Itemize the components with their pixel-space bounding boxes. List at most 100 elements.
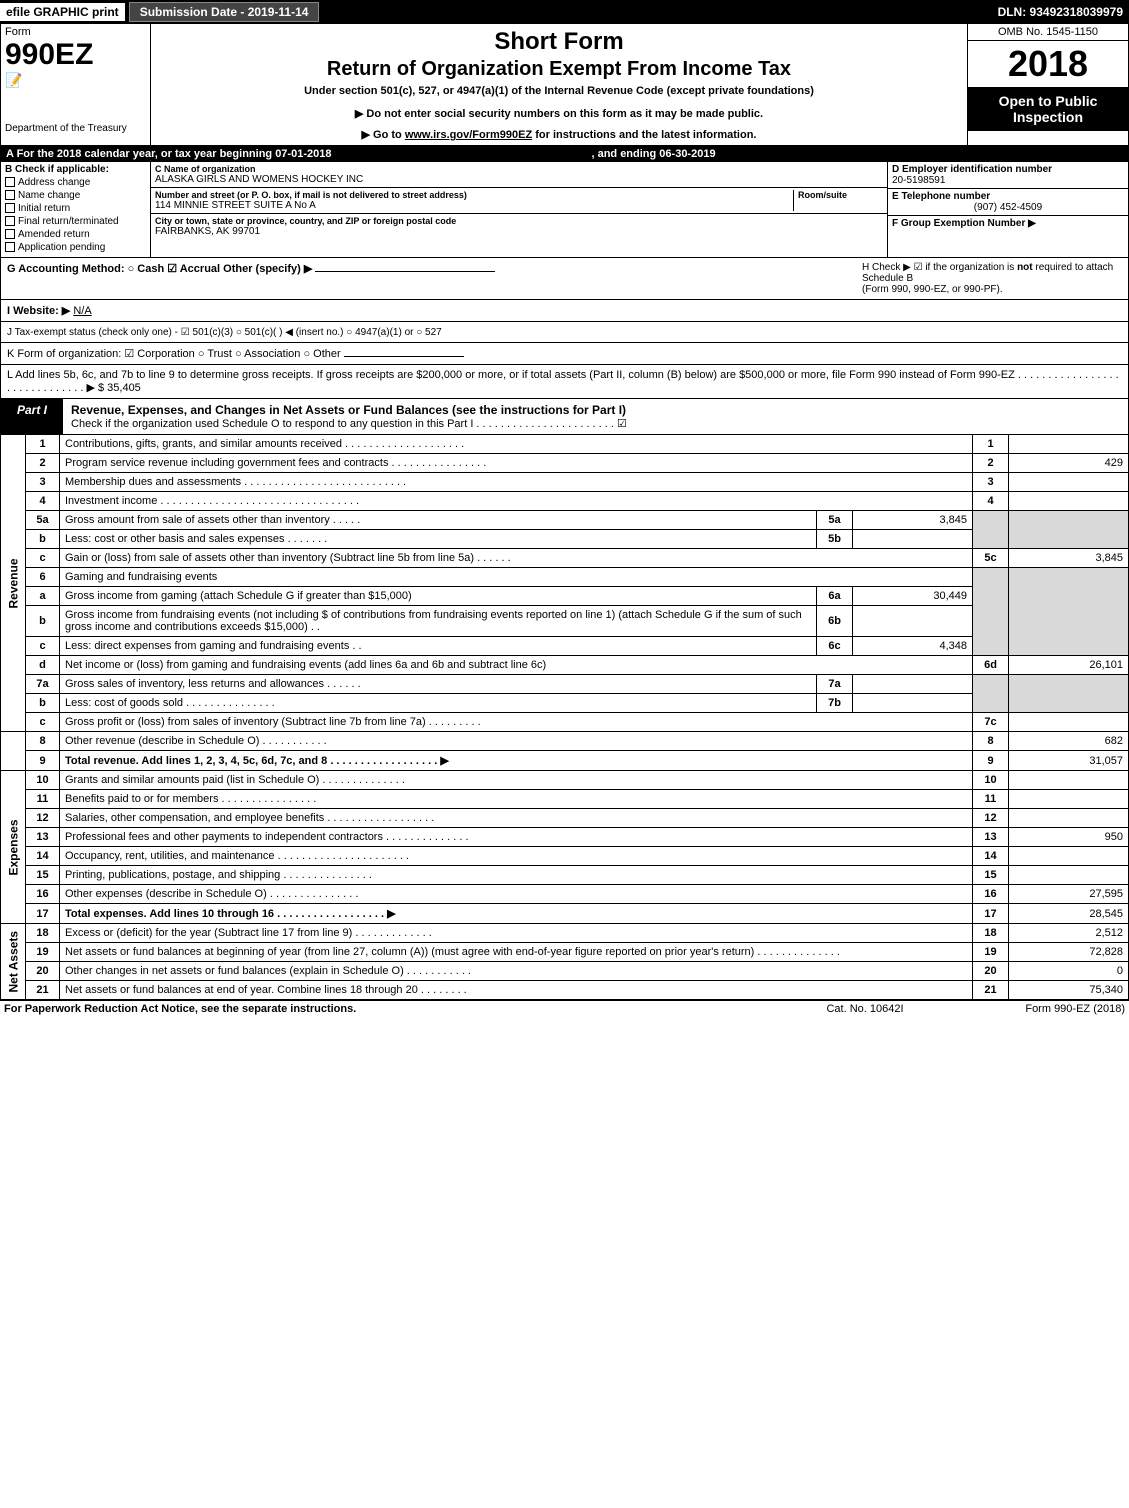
ln15-ov — [1009, 866, 1129, 885]
form-990ez-page: efile GRAPHIC print Submission Date - 20… — [0, 0, 1129, 1017]
irs-link[interactable]: www.irs.gov/Form990EZ — [405, 129, 532, 141]
ln9-desc: Total revenue. Add lines 1, 2, 3, 4, 5c,… — [60, 751, 973, 771]
ln20-num: 20 — [26, 962, 60, 981]
ln6c-iv: 4,348 — [853, 637, 973, 656]
ln2-on: 2 — [973, 454, 1009, 473]
ln4-ov — [1009, 492, 1129, 511]
ln3-on: 3 — [973, 473, 1009, 492]
ln6a-iv: 30,449 — [853, 587, 973, 606]
period-begin: A For the 2018 calendar year, or tax yea… — [6, 148, 331, 160]
ln19-num: 19 — [26, 943, 60, 962]
form-number-footer: Form 990-EZ (2018) — [965, 1003, 1125, 1015]
chk-amended-return[interactable] — [5, 229, 15, 239]
ln11-ov — [1009, 790, 1129, 809]
form-of-org: K Form of organization: ☑ Corporation ○ … — [7, 348, 341, 360]
goto-pre: ▶ Go to — [362, 129, 405, 141]
ln6a-desc: Gross income from gaming (attach Schedul… — [60, 587, 817, 606]
f-label: F Group Exemption Number ▶ — [892, 218, 1036, 229]
efile-print-button[interactable]: efile GRAPHIC print — [0, 3, 125, 21]
ln6-shade2 — [1009, 568, 1129, 656]
lbl-final-return: Final return/terminated — [18, 216, 119, 227]
ln7c-ov — [1009, 713, 1129, 732]
under-section: Under section 501(c), 527, or 4947(a)(1)… — [157, 85, 961, 97]
ln6c-in: 6c — [817, 637, 853, 656]
ln1-on: 1 — [973, 435, 1009, 454]
ln5a-shade — [973, 511, 1009, 549]
ln15-on: 15 — [973, 866, 1009, 885]
room-label: Room/suite — [798, 190, 883, 200]
submission-date: Submission Date - 2019-11-14 — [129, 2, 320, 22]
org-name: ALASKA GIRLS AND WOMENS HOCKEY INC — [155, 174, 883, 185]
ln5b-num: b — [26, 530, 60, 549]
website-label: I Website: ▶ — [7, 305, 70, 317]
ln9-on: 9 — [973, 751, 1009, 771]
h-not: not — [1017, 262, 1033, 273]
chk-name-change[interactable] — [5, 190, 15, 200]
tax-year: 2018 — [968, 41, 1128, 87]
ln7c-on: 7c — [973, 713, 1009, 732]
ln11-num: 11 — [26, 790, 60, 809]
box-b-title: B Check if applicable: — [5, 164, 146, 175]
ln14-num: 14 — [26, 847, 60, 866]
ln7a-desc: Gross sales of inventory, less returns a… — [60, 675, 817, 694]
h-check-text: H Check ▶ ☑ if the organization is — [862, 262, 1017, 273]
ln6a-in: 6a — [817, 587, 853, 606]
ln15-desc: Printing, publications, postage, and shi… — [60, 866, 973, 885]
ln12-num: 12 — [26, 809, 60, 828]
paperwork-notice: For Paperwork Reduction Act Notice, see … — [4, 1003, 765, 1015]
side-net-assets: Net Assets — [1, 924, 26, 1000]
website-value: N/A — [73, 305, 91, 317]
ln13-desc: Professional fees and other payments to … — [60, 828, 973, 847]
ln10-num: 10 — [26, 771, 60, 790]
ln8-desc: Other revenue (describe in Schedule O) .… — [60, 732, 973, 751]
ln10-on: 10 — [973, 771, 1009, 790]
ln5c-ov: 3,845 — [1009, 549, 1129, 568]
e-label: E Telephone number — [892, 191, 1124, 202]
form-number: 990EZ — [5, 38, 146, 72]
ln2-desc: Program service revenue including govern… — [60, 454, 973, 473]
short-form-title: Short Form — [157, 28, 961, 56]
goto-post: for instructions and the latest informat… — [532, 129, 756, 141]
cat-no: Cat. No. 10642I — [765, 1003, 965, 1015]
chk-initial-return[interactable] — [5, 203, 15, 213]
ln6b-iv — [853, 606, 973, 637]
ln4-on: 4 — [973, 492, 1009, 511]
goto-instructions: ▶ Go to www.irs.gov/Form990EZ for instru… — [157, 128, 961, 141]
ln13-ov: 950 — [1009, 828, 1129, 847]
ln3-desc: Membership dues and assessments . . . . … — [60, 473, 973, 492]
open-to-public: Open to Public Inspection — [968, 87, 1128, 131]
revenue-table: Revenue 1 Contributions, gifts, grants, … — [0, 435, 1129, 771]
page-footer: For Paperwork Reduction Act Notice, see … — [0, 1000, 1129, 1017]
ln14-desc: Occupancy, rent, utilities, and maintena… — [60, 847, 973, 866]
part-1-tab: Part I — [1, 399, 63, 434]
ln12-ov — [1009, 809, 1129, 828]
ln19-ov: 72,828 — [1009, 943, 1129, 962]
ln19-desc: Net assets or fund balances at beginning… — [60, 943, 973, 962]
ln3-num: 3 — [26, 473, 60, 492]
ln1-ov — [1009, 435, 1129, 454]
box-def: D Employer identification number 20-5198… — [888, 162, 1128, 257]
ln6d-ov: 26,101 — [1009, 656, 1129, 675]
street-label: Number and street (or P. O. box, if mail… — [155, 190, 793, 200]
tax-exempt-status: J Tax-exempt status (check only one) - ☑… — [7, 327, 442, 338]
ln15-num: 15 — [26, 866, 60, 885]
j-block: J Tax-exempt status (check only one) - ☑… — [0, 322, 1129, 343]
side-revenue: Revenue — [1, 435, 26, 732]
gh-block: G Accounting Method: ○ Cash ☑ Accrual Ot… — [0, 258, 1129, 300]
period-end: , and ending 06-30-2019 — [591, 148, 715, 160]
net-assets-table: Net Assets 18 Excess or (deficit) for th… — [0, 924, 1129, 1000]
chk-application-pending[interactable] — [5, 242, 15, 252]
ln2-ov: 429 — [1009, 454, 1129, 473]
ln20-on: 20 — [973, 962, 1009, 981]
chk-address-change[interactable] — [5, 177, 15, 187]
chk-final-return[interactable] — [5, 216, 15, 226]
form-header: Form 990EZ 📝 Department of the Treasury … — [0, 24, 1129, 146]
part-1-header: Part I Revenue, Expenses, and Changes in… — [0, 399, 1129, 435]
ln1-num: 1 — [26, 435, 60, 454]
ln6b-num: b — [26, 606, 60, 637]
ln5c-num: c — [26, 549, 60, 568]
ln7c-desc: Gross profit or (loss) from sales of inv… — [60, 713, 973, 732]
city-state-zip: FAIRBANKS, AK 99701 — [155, 226, 883, 237]
entity-block: B Check if applicable: Address change Na… — [0, 162, 1129, 258]
ln17-on: 17 — [973, 904, 1009, 924]
